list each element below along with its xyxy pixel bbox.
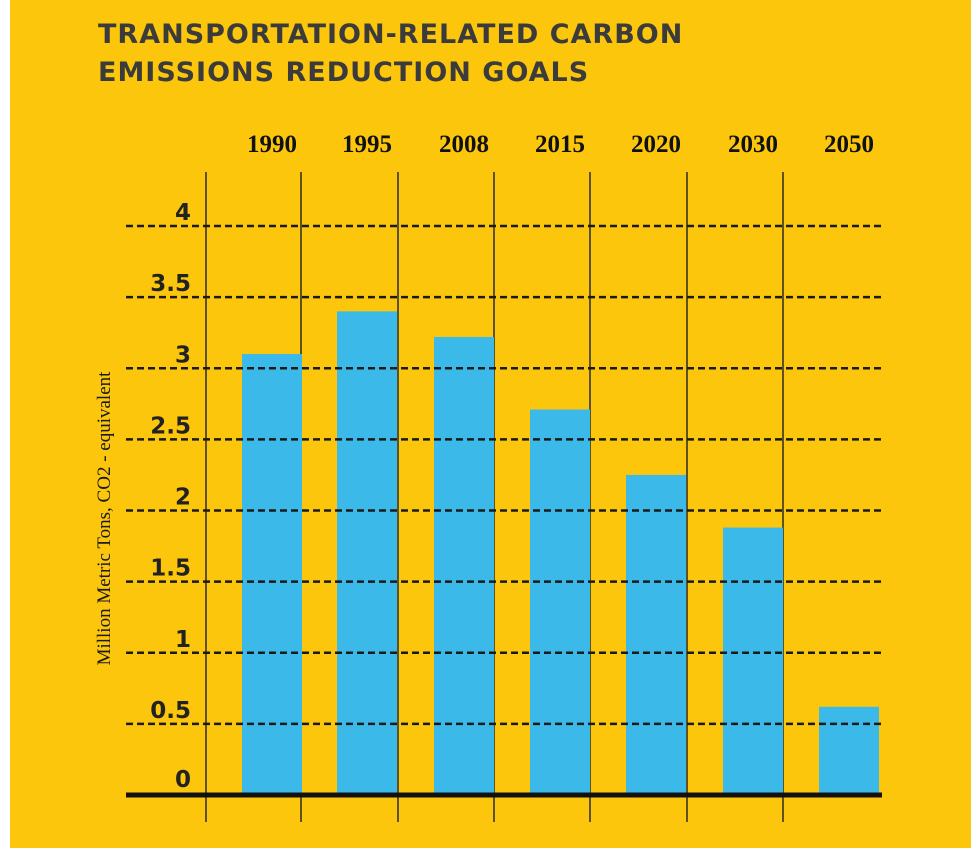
bar-chart: 0 0.5 1 1.5 2 2.5 3 3.5 4 1990 1995 2008 2015 2020 203… [94, 131, 882, 822]
y-tick-label: 1 [175, 627, 191, 653]
bar-2050 [819, 706, 879, 795]
year-label-2020: 2020 [631, 131, 681, 158]
year-label-2008: 2008 [439, 131, 489, 158]
y-tick-label: 0.5 [150, 698, 191, 724]
y-tick-label: 4 [175, 200, 191, 226]
y-tick-label: 2.5 [150, 413, 191, 439]
bar-1995 [337, 311, 397, 795]
year-label-2030: 2030 [728, 131, 778, 158]
year-label-1990: 1990 [247, 131, 297, 158]
year-label-2015: 2015 [535, 131, 585, 158]
bar-2020 [626, 474, 686, 795]
chart-panel: TRANSPORTATION-RELATED CARBON EMISSIONS … [10, 0, 971, 848]
y-tick-label: 0 [175, 767, 191, 793]
year-label-1995: 1995 [342, 131, 392, 158]
bar-2008 [434, 336, 494, 795]
y-axis-label: Million Metric Tons, CO2 - equivalent [94, 371, 115, 666]
bar-2015 [530, 409, 590, 795]
year-label-2050: 2050 [824, 131, 874, 158]
y-tick-label: 2 [175, 485, 191, 511]
y-tick-label: 3 [175, 342, 191, 368]
chart-title: TRANSPORTATION-RELATED CARBON EMISSIONS … [98, 19, 684, 88]
y-tick-label: 1.5 [150, 556, 191, 582]
y-tick-label: 3.5 [150, 271, 191, 297]
bar-2030 [723, 527, 783, 795]
bar-1990 [242, 354, 302, 795]
